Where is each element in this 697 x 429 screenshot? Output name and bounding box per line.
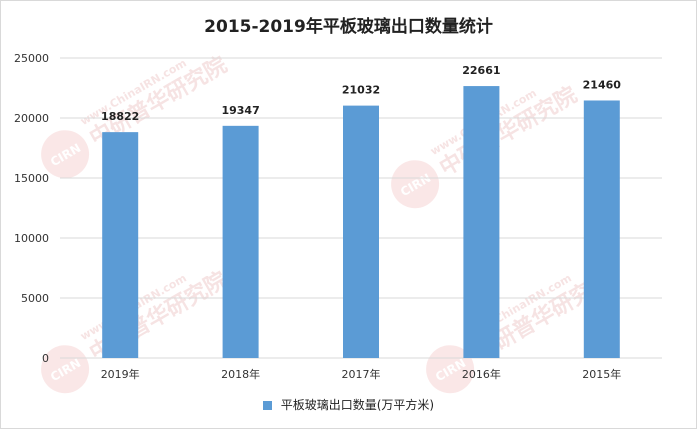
watermark-logo: [391, 160, 440, 209]
y-tick-label: 0: [42, 352, 49, 365]
x-axis: 2019年 2018年 2017年 2016年 2015年: [101, 367, 622, 381]
y-axis: 0 5000 10000 15000 20000 25000: [14, 52, 49, 365]
x-tick-label: 2017年: [342, 367, 381, 381]
y-tick-label: 10000: [14, 232, 49, 245]
x-tick-label: 2019年: [101, 367, 140, 381]
data-label: 21460: [583, 78, 622, 91]
data-label: 22661: [462, 64, 500, 77]
data-label: 19347: [221, 104, 259, 117]
bar: [463, 86, 500, 359]
y-tick-label: 15000: [14, 172, 49, 185]
x-tick-label: 2016年: [462, 367, 501, 381]
legend-swatch: [262, 401, 272, 410]
y-tick-label: 20000: [14, 112, 49, 125]
data-label: 21032: [342, 84, 380, 97]
bar: [343, 105, 379, 358]
legend-label: 平板玻璃出口数量(万平方米): [280, 398, 435, 412]
y-tick-label: 25000: [14, 52, 49, 65]
bar-series: [102, 86, 620, 359]
watermark-logo: [41, 130, 90, 179]
watermark-logo: [41, 345, 90, 394]
bar: [222, 125, 259, 358]
bar: [102, 132, 139, 358]
legend: 平板玻璃出口数量(万平方米): [0, 396, 697, 413]
data-label: 18822: [101, 110, 139, 123]
y-tick-label: 5000: [21, 292, 49, 305]
chart-title: 2015-2019年平板玻璃出口数量统计: [204, 17, 493, 37]
x-tick-label: 2015年: [582, 367, 621, 381]
x-tick-label: 2018年: [221, 367, 260, 381]
watermark-logo: [426, 345, 475, 394]
data-labels: 18822 19347 21032 22661 21460: [101, 64, 621, 123]
bar: [583, 100, 620, 358]
